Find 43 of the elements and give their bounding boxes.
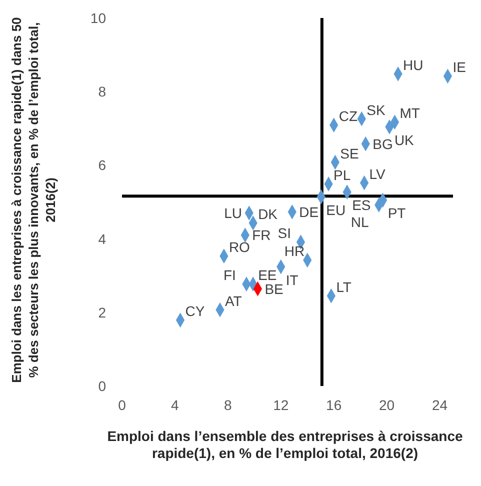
series-label: EU <box>326 202 346 218</box>
series-label: IE <box>452 59 466 76</box>
series-label: RO <box>228 239 250 256</box>
series-label: BE <box>264 280 284 297</box>
series-label: CY <box>185 303 206 320</box>
series-label: CZ <box>338 108 358 124</box>
y-tick-label: 8 <box>98 84 106 100</box>
y-axis-title: Emploi dans les entreprises à croissance rapide(1) dans 50 % des secteurs les plus innovants, en % de l’emploi total, 2016(2) <box>8 16 59 385</box>
series-label: LU <box>224 205 242 222</box>
series-label: SE <box>340 145 359 162</box>
x-tick-label: 12 <box>273 396 289 413</box>
x-tick-label: 24 <box>432 396 448 413</box>
series-label: PT <box>388 205 406 222</box>
y-tick-label: 10 <box>90 10 106 26</box>
series-label: UK <box>394 132 415 148</box>
series-label: LV <box>369 166 386 182</box>
x-tick-label: 4 <box>171 396 180 413</box>
series-label: MT <box>400 105 420 122</box>
series-label: SK <box>366 102 386 118</box>
x-tick-label: 8 <box>224 396 232 413</box>
y-tick-label: 0 <box>98 378 106 394</box>
series-label: HR <box>284 243 305 260</box>
x-tick-label: 20 <box>379 396 395 413</box>
y-tick-label: 4 <box>98 230 106 247</box>
series-label: SI <box>278 225 291 242</box>
series-label: FI <box>223 267 236 284</box>
series-label: NL <box>350 214 369 230</box>
series-label: FR <box>252 227 271 244</box>
x-axis-title: Emploi dans l’ensemble des entreprises à croissance rapide(1), en % de l’emploi total, 2016(2) <box>106 428 464 462</box>
series-label: IT <box>286 272 299 288</box>
y-tick-label: 2 <box>98 304 106 320</box>
series-label: DE <box>299 204 319 220</box>
x-tick-label: 0 <box>118 396 126 413</box>
series-label: PL <box>334 166 351 183</box>
series-label: ES <box>352 197 371 214</box>
series-label: LT <box>336 278 352 295</box>
series-label: HU <box>403 56 424 73</box>
series-label: EE <box>258 267 277 284</box>
x-tick-label: 16 <box>326 396 342 413</box>
series-label: AT <box>224 292 242 309</box>
series-label: DK <box>258 206 278 222</box>
y-tick-label: 6 <box>98 157 106 174</box>
series-label: BG <box>372 136 393 152</box>
